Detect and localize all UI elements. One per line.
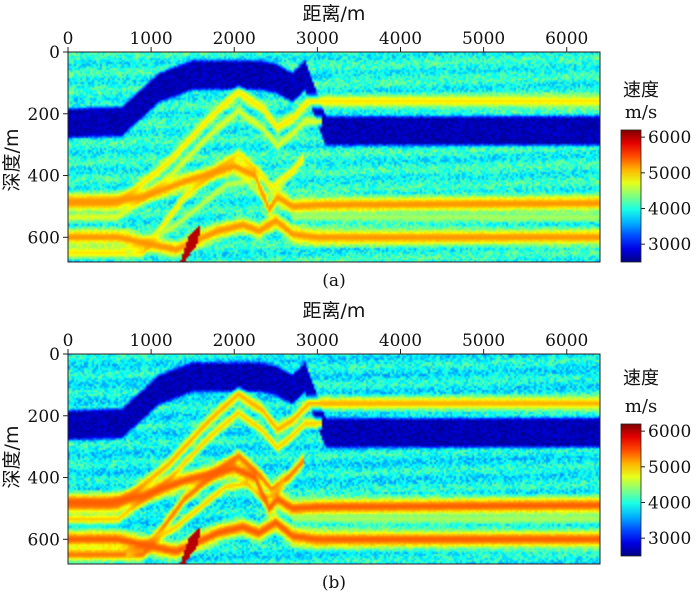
x-tick-label: 1000: [129, 331, 172, 351]
panel-b-plot-frame: [67, 353, 601, 565]
colorbar-tick-label: 3000: [648, 529, 691, 549]
y-tick-label: 200: [28, 407, 60, 427]
colorbar-tick-label: 4000: [648, 493, 691, 513]
panel-b-y-ticks: 0 200 400 600: [28, 345, 68, 550]
panel-a-y-ticks: 0 200 400 600: [28, 43, 68, 248]
x-tick-label: 6000: [545, 331, 588, 351]
panel-a-colorbar: [620, 129, 642, 263]
panel-a-velocity-heatmap: [68, 52, 600, 262]
panel-a-colorbar-title: 速度: [623, 80, 659, 101]
panel-a-colorbar-unit: m/s: [625, 102, 657, 123]
panel-b-xlabel: 距离/m: [303, 300, 366, 322]
y-tick-label: 400: [28, 469, 60, 489]
colorbar-tick-label: 4000: [648, 199, 691, 219]
y-tick-label: 200: [28, 105, 60, 125]
panel-b-x-ticks: 0 1000 2000 3000 4000 5000 6000: [63, 331, 588, 354]
x-tick-label: 4000: [379, 331, 422, 351]
panel-b-colorbar-unit: m/s: [625, 396, 657, 417]
x-tick-label: 5000: [462, 331, 505, 351]
panel-b-colorbar-title: 速度: [623, 368, 659, 389]
x-tick-label: 0: [63, 29, 74, 49]
colorbar-tick-label: 6000: [648, 128, 691, 148]
panel-a-xlabel: 距离/m: [303, 3, 366, 25]
colorbar-tick-label: 3000: [648, 235, 691, 255]
y-tick-label: 600: [28, 228, 60, 248]
colorbar-tick-label: 5000: [648, 458, 691, 478]
panel-b-colorbar: [620, 423, 642, 557]
y-tick-label: 600: [28, 530, 60, 550]
x-tick-label: 0: [63, 331, 74, 351]
x-tick-label: 1000: [129, 29, 172, 49]
panel-a-ylabel: 深度/m: [1, 129, 23, 192]
panel-a-caption: (a): [322, 271, 345, 291]
panel-a-plot-frame: [67, 51, 601, 263]
panel-b-caption: (b): [322, 573, 346, 593]
panel-a: 距离/m 深度/m 0 1000 2000 3000 4000 5000 6000 0 200…: [1, 3, 691, 291]
x-tick-label: 3000: [296, 331, 339, 351]
x-tick-label: 3000: [296, 29, 339, 49]
x-tick-label: 5000: [462, 29, 505, 49]
panel-a-x-ticks: 0 1000 2000 3000 4000 5000 6000: [63, 29, 588, 52]
y-tick-label: 400: [28, 167, 60, 187]
panel-b-ylabel: 深度/m: [1, 426, 23, 489]
panel-b-colorbar-ticks: 3000 4000 5000 6000: [641, 422, 691, 549]
x-tick-label: 6000: [545, 29, 588, 49]
y-tick-label: 0: [49, 43, 60, 63]
colorbar-tick-label: 5000: [648, 164, 691, 184]
x-tick-label: 2000: [213, 29, 256, 49]
x-tick-label: 2000: [213, 331, 256, 351]
colorbar-tick-label: 6000: [648, 422, 691, 442]
panel-b: 距离/m 深度/m 0 1000 2000 3000 4000 5000 6000 0 200…: [1, 300, 691, 593]
panel-b-velocity-heatmap: [68, 354, 600, 564]
x-tick-label: 4000: [379, 29, 422, 49]
panel-a-colorbar-ticks: 3000 4000 5000 6000: [641, 128, 691, 255]
y-tick-label: 0: [49, 345, 60, 365]
